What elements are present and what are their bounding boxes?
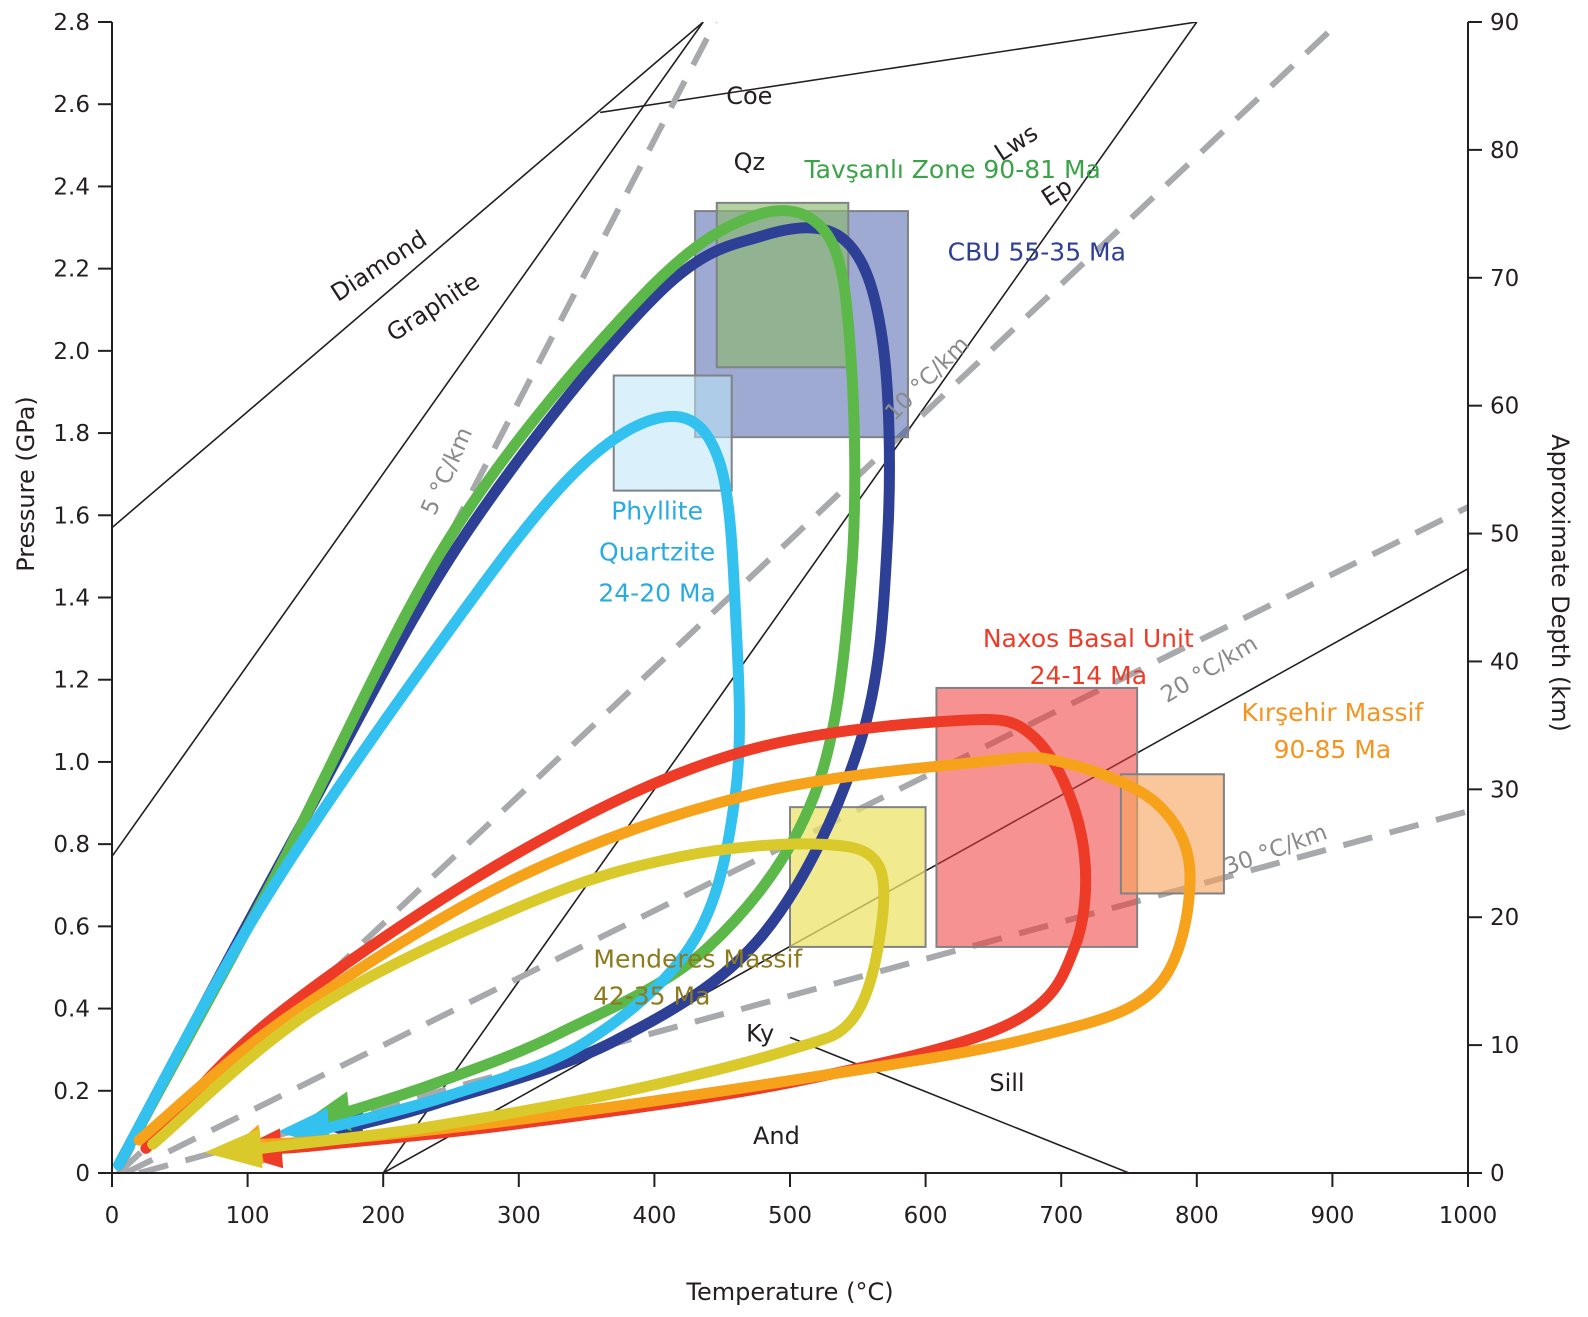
annotation-90-85-ma: 90-85 Ma [1274,735,1391,764]
box-naxos [935,686,1139,948]
annotation-24-14-ma: 24-14 Ma [1030,661,1147,690]
y2-tick-label: 10 [1490,1033,1519,1059]
y2-tick-label: 0 [1490,1161,1505,1187]
x-tick-label: 100 [226,1203,270,1229]
annotation-42-35-ma: 42-35 Ma [593,981,710,1010]
y-tick-label: 2.0 [53,339,90,365]
x-tick-label: 800 [1175,1203,1219,1229]
y2-tick-label: 20 [1490,905,1519,931]
x-tick-label: 700 [1039,1203,1083,1229]
phase-label-graphite: Graphite [382,267,485,347]
y-tick-label: 2.2 [53,257,90,283]
arrowhead-menderes-massif-42-35-ma [204,1128,263,1169]
y2-axis-title: Approximate Depth (km) [1546,434,1574,732]
geotherm-30-c-km [138,808,1468,1173]
annotation-24-20-ma: 24-20 Ma [598,579,715,608]
y2-tick-label: 80 [1490,138,1519,164]
annotation-menderes-massif: Menderes Massif [593,944,803,973]
x-tick-label: 600 [904,1203,948,1229]
y-tick-label: 1.2 [53,668,90,694]
x-tick-label: 1000 [1439,1203,1498,1229]
x-tick-label: 500 [768,1203,812,1229]
x-tick-label: 200 [361,1203,405,1229]
annotation-phyllite: Phyllite [611,496,703,525]
pt-paths [113,205,1196,1171]
y2-tick-label: 40 [1490,649,1519,675]
y-tick-label: 0.8 [53,832,90,858]
boundary-coe-qz [600,22,1197,114]
y2-tick-label: 30 [1490,777,1519,803]
y-tick-label: 2.6 [53,92,90,118]
box-kirsehir [1119,773,1225,895]
path-cbu-55-35-ma [113,222,895,1171]
geotherm-label-30-c-km: 30 °C/km [1221,819,1331,880]
y-tick-label: 0.2 [53,1079,90,1105]
annotation-cbu-55-35-ma: CBU 55-35 Ma [948,237,1126,266]
annotation-naxos-basal-unit: Naxos Basal Unit [983,624,1194,653]
path-kirsehir-massif-90-85-ma [133,751,1196,1150]
x-tick-label: 0 [105,1203,120,1229]
y2-tick-label: 60 [1490,394,1519,420]
path-menderes-massif-42-35-ma [147,838,890,1154]
boundary-sill-and [789,1036,1130,1173]
peak-condition-boxes [612,201,1225,948]
phase-label-qz: Qz [734,148,766,176]
geotherm-10-c-km [116,22,1342,1173]
y-axis-title: Pressure (GPa) [12,396,40,572]
x-axis-title: Temperature (°C) [685,1278,893,1306]
path-phyllite-quartzite-24-20-ma [113,411,745,1171]
phase-label-and: And [753,1122,800,1150]
boundary-diamond-graphite [112,22,704,857]
y-tick-label: 1.4 [53,586,90,612]
x-tick-label: 300 [497,1203,541,1229]
phase-label-ky: Ky [746,1019,774,1047]
y-tick-label: 2.4 [53,174,90,200]
y2-tick-label: 50 [1490,522,1519,548]
annotation-k-r-ehir-massif: Kırşehir Massif [1242,698,1425,727]
path-tavsanli-zone-90-81-ma [113,205,861,1171]
y2-tick-label: 70 [1490,266,1519,292]
box-menderes [789,806,927,948]
x-tick-label: 900 [1310,1203,1354,1229]
annotation-quartzite: Quartzite [599,538,715,567]
boundary-diamond-graphite [112,22,704,529]
x-tick-label: 400 [632,1203,676,1229]
annotation-tav-anl-zone-90-81-ma: Tavşanlı Zone 90-81 Ma [804,155,1101,184]
phase-label-diamond: Diamond [326,225,432,308]
unit-annotations: Tavşanlı Zone 90-81 Ma CBU 55-35 Ma Phylli… [593,155,1425,1010]
y-tick-label: 2.8 [53,10,90,36]
y2-tick-label: 90 [1490,10,1519,36]
y-tick-label: 0.4 [53,997,90,1023]
y-tick-label: 1.6 [53,503,90,529]
y-tick-label: 0.6 [53,914,90,940]
phase-label-coe: Coe [726,82,772,110]
y-tick-label: 1.8 [53,421,90,447]
axes: 0 100 200 300 400 500 600 700 800 900 100000.20.40… [53,10,1519,1229]
y-tick-label: 1.0 [53,750,90,776]
y-tick-label: 0 [75,1161,90,1187]
phase-label-sill: Sill [989,1069,1024,1097]
